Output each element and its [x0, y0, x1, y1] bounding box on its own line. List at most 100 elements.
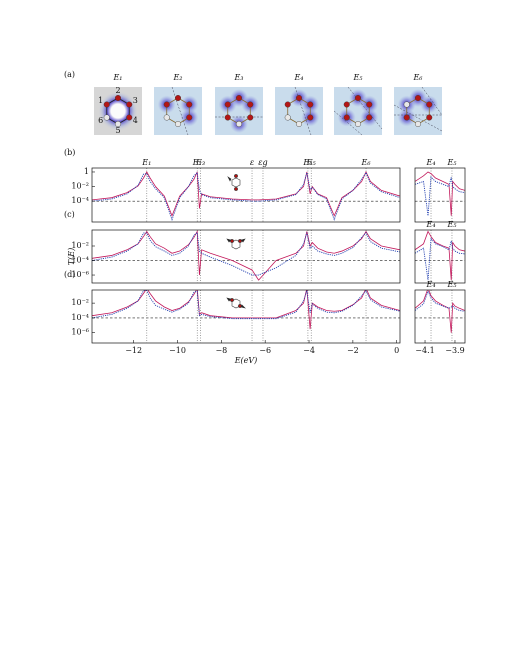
- site-label: 6: [98, 116, 103, 125]
- x-tick-label: −10: [169, 346, 186, 355]
- atom: [103, 114, 110, 121]
- plot-area: [415, 230, 465, 283]
- y-tick-label: 10⁻²: [71, 298, 89, 307]
- plot-frame: [414, 229, 466, 284]
- atom: [307, 114, 314, 121]
- x-axis-label: E(eV): [234, 356, 258, 365]
- site-label: 2: [115, 86, 120, 95]
- nodal-line: [333, 110, 363, 136]
- x-tick-label: −3.9: [445, 346, 464, 355]
- atom: [307, 101, 314, 108]
- state-label: E₂: [172, 73, 182, 82]
- atom: [355, 120, 362, 127]
- site-label: 1: [98, 96, 103, 105]
- atom: [126, 114, 133, 121]
- panel-label: (d): [64, 270, 75, 279]
- atom: [235, 120, 242, 127]
- density-ring: [98, 91, 138, 131]
- nodal-line: [421, 86, 443, 116]
- y-tick-label: 10⁻²: [71, 182, 89, 191]
- x-tick-label: 0: [394, 346, 399, 355]
- transmission-curve: [415, 290, 465, 312]
- atom: [126, 101, 133, 108]
- plot-area: [415, 168, 465, 222]
- transmission-curve: [415, 176, 465, 216]
- x-tick-label: −12: [125, 346, 142, 355]
- energy-label: E₅: [446, 220, 457, 229]
- x-tick-label: −4.1: [415, 346, 434, 355]
- transmission-curve: [415, 237, 465, 281]
- plot-area: [92, 168, 400, 222]
- transmission-curve: [92, 171, 400, 217]
- plot-frame: [414, 167, 466, 223]
- atom: [163, 101, 170, 108]
- state-label: E₅: [352, 73, 363, 82]
- atom: [114, 120, 121, 127]
- energy-label: εg: [258, 158, 267, 167]
- energy-label: E₄: [302, 158, 312, 167]
- nodal-line: [294, 86, 312, 136]
- transmission-curve: [92, 230, 400, 281]
- atom: [426, 101, 433, 108]
- energy-label: E₂: [192, 158, 202, 167]
- atom: [174, 120, 181, 127]
- atom: [343, 101, 350, 108]
- atom: [224, 114, 231, 121]
- atom: [186, 114, 193, 121]
- plot-frame: [414, 289, 466, 344]
- atom: [103, 101, 110, 108]
- atom: [355, 94, 362, 101]
- atom: [247, 114, 254, 121]
- y-tick-label: 10⁻⁴: [71, 313, 89, 322]
- plot-frame: [91, 229, 401, 284]
- site-label: 4: [133, 116, 138, 125]
- y-tick-label: 10⁻⁶: [71, 270, 89, 279]
- state-label: E₆: [412, 73, 423, 82]
- atom: [366, 101, 373, 108]
- atom: [426, 114, 433, 121]
- transmission-curve: [92, 171, 400, 221]
- energy-label: E₄: [425, 158, 435, 167]
- transmission-curve: [92, 231, 400, 276]
- energy-label: E₃: [195, 158, 205, 167]
- atom: [163, 114, 170, 121]
- atom: [235, 94, 242, 101]
- state-label: E₄: [293, 73, 303, 82]
- panel-label: (c): [64, 210, 75, 219]
- y-tick-label: 10⁻⁶: [71, 328, 89, 337]
- nodal-line: [171, 86, 189, 136]
- plot-area: [415, 290, 465, 343]
- energy-label: E₄: [425, 280, 435, 289]
- molecule-icons: [226, 174, 246, 309]
- energy-label: E₅: [446, 158, 457, 167]
- atom: [296, 120, 303, 127]
- atom: [186, 101, 193, 108]
- atom: [415, 120, 422, 127]
- atom: [224, 101, 231, 108]
- y-tick-label: 10⁻⁴: [71, 256, 89, 265]
- x-tick-label: −4: [303, 346, 315, 355]
- atom: [366, 114, 373, 121]
- atom: [247, 101, 254, 108]
- state-label: E₃: [233, 73, 243, 82]
- atom: [284, 101, 291, 108]
- atom: [284, 114, 291, 121]
- panel-label: (a): [64, 70, 75, 79]
- site-label: 5: [115, 126, 120, 135]
- energy-label: E₅: [306, 158, 317, 167]
- atom: [296, 94, 303, 101]
- atom: [343, 114, 350, 121]
- plot-area: [92, 230, 400, 283]
- y-axis-label: T(E): [67, 248, 76, 265]
- x-tick-label: −6: [259, 346, 271, 355]
- plot-frame: [91, 289, 401, 344]
- transmission-curve: [415, 171, 465, 216]
- plot-area: [92, 290, 400, 343]
- energy-label: E₁: [141, 158, 151, 167]
- plot-frame: [91, 167, 401, 223]
- atom: [403, 101, 410, 108]
- transmission-curve: [415, 290, 465, 333]
- panel-label: (b): [64, 148, 75, 157]
- x-tick-label: −8: [215, 346, 227, 355]
